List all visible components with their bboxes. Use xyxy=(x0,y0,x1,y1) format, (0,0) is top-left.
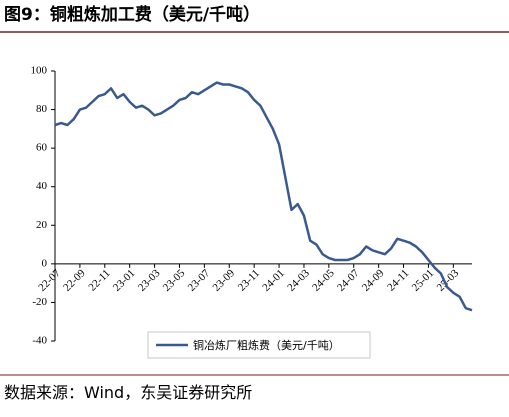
x-tick-label: 24-11 xyxy=(385,267,411,293)
y-tick-label: 100 xyxy=(31,65,48,77)
y-tick-label: 20 xyxy=(36,219,48,231)
y-tick-label: -40 xyxy=(32,335,47,347)
x-tick-label: 22-11 xyxy=(86,267,112,293)
x-tick-label: 24-05 xyxy=(310,267,337,294)
x-tick-label: 24-09 xyxy=(360,267,387,294)
x-tick-label: 24-03 xyxy=(285,267,312,294)
series-line xyxy=(54,81,473,312)
y-tick-label: 80 xyxy=(36,103,48,115)
y-tick-label: 40 xyxy=(36,180,48,192)
x-tick-label: 25-01 xyxy=(410,267,437,294)
x-tick-label: 23-03 xyxy=(136,267,163,294)
x-tick-label: 23-11 xyxy=(236,267,262,293)
x-tick-label: 24-01 xyxy=(260,267,287,294)
source: 数据来源：Wind，东吴证券研究所 xyxy=(4,383,252,402)
y-tick-label: 60 xyxy=(36,142,48,154)
legend-label: 铜冶炼厂粗炼费（美元/千吨） xyxy=(193,338,340,352)
x-tick-label: 22-07 xyxy=(36,267,63,294)
x-tick-label: 23-07 xyxy=(186,267,213,294)
x-tick-label: 23-05 xyxy=(161,267,188,294)
x-tick-label: 24-07 xyxy=(335,267,362,294)
x-tick-label: 23-01 xyxy=(111,267,138,294)
y-tick-label: 0 xyxy=(42,257,48,269)
x-tick-label: 22-09 xyxy=(61,267,88,294)
chart-title: 图9：铜粗炼加工费（美元/千吨） xyxy=(4,4,260,25)
x-tick-label: 23-09 xyxy=(211,267,238,294)
y-tick-label: -20 xyxy=(32,296,47,308)
